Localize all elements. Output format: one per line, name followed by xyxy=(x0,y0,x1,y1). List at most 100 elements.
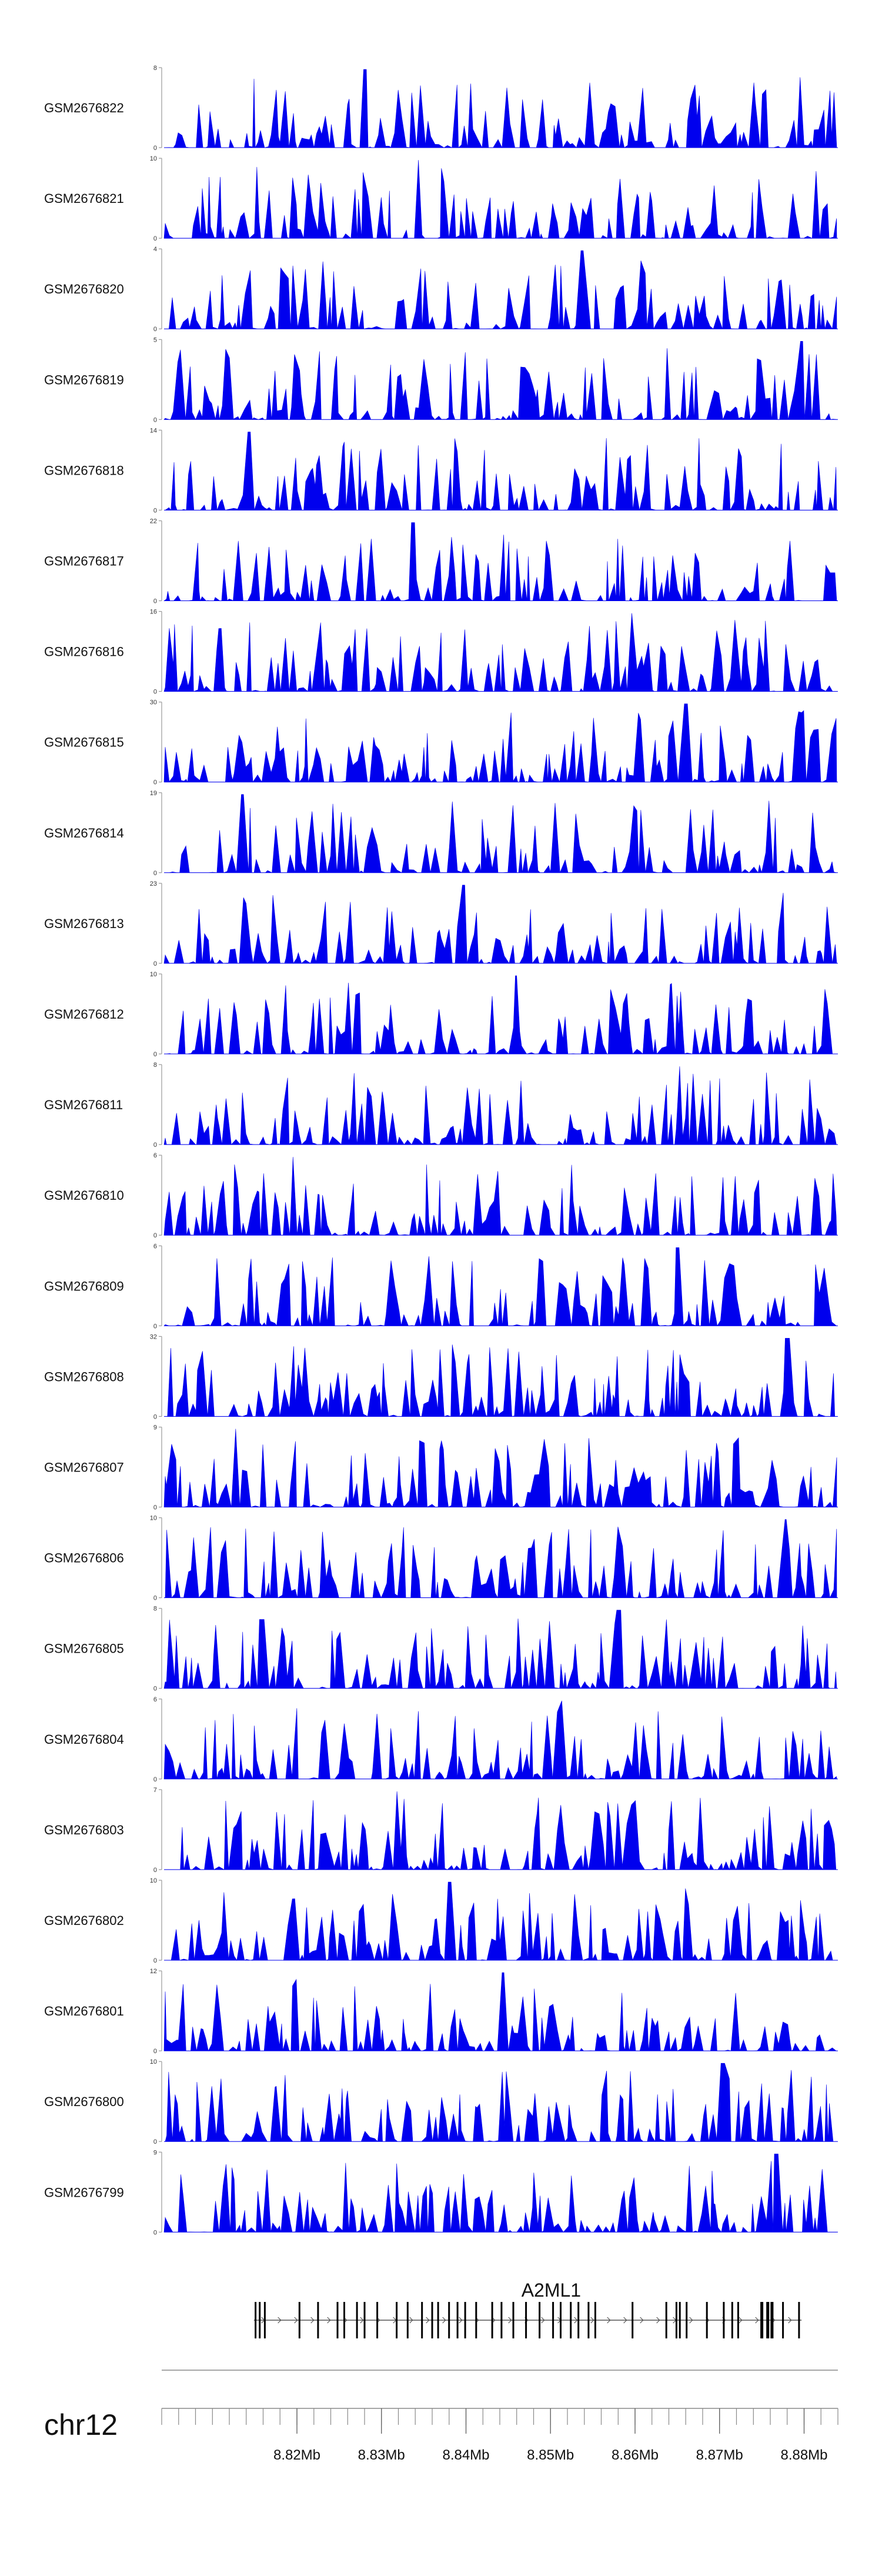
exon xyxy=(500,2302,503,2338)
track-GSM2676806: GSM2676806 10 0 xyxy=(44,1515,838,1602)
strand-arrow xyxy=(459,2317,463,2324)
x-tick-label: 8.87Mb xyxy=(696,2447,743,2463)
track-GSM2676807: GSM2676807 9 0 xyxy=(44,1424,838,1511)
track-label: GSM2676801 xyxy=(44,2004,124,2018)
y-max-label: 4 xyxy=(153,246,157,253)
exon xyxy=(560,2302,562,2338)
y-min-label: 0 xyxy=(153,1504,157,1511)
exon xyxy=(255,2302,257,2338)
track-GSM2676804: GSM2676804 6 0 xyxy=(44,1696,838,1783)
x-tick-label: 8.82Mb xyxy=(273,2447,320,2463)
track-GSM2676820: GSM2676820 4 0 xyxy=(44,246,838,333)
exon xyxy=(731,2302,733,2338)
coverage-area xyxy=(164,1881,837,1961)
track-label: GSM2676807 xyxy=(44,1460,124,1475)
coverage-area xyxy=(163,1429,837,1508)
coverage-area xyxy=(163,1066,837,1145)
chromosome-label: chr12 xyxy=(44,2408,118,2441)
track-GSM2676808: GSM2676808 32 0 xyxy=(44,1333,838,1420)
track-label: GSM2676809 xyxy=(44,1279,124,1293)
y-min-label: 0 xyxy=(153,507,157,514)
y-max-label: 10 xyxy=(150,1515,157,1522)
y-min-label: 0 xyxy=(153,145,157,152)
track-label: GSM2676811 xyxy=(44,1097,123,1112)
y-min-label: 0 xyxy=(153,416,157,423)
track-label: GSM2676802 xyxy=(44,1913,124,1928)
coverage-area xyxy=(163,69,837,149)
coverage-area xyxy=(163,1972,837,2052)
x-tick-label: 8.86Mb xyxy=(612,2447,659,2463)
x-tick-label: 8.83Mb xyxy=(358,2447,405,2463)
coverage-area xyxy=(164,1791,837,1870)
strand-arrow xyxy=(310,2317,315,2324)
x-tick-label: 8.88Mb xyxy=(780,2447,827,2463)
exon xyxy=(760,2302,764,2338)
strand-arrow xyxy=(360,2317,364,2324)
track-label: GSM2676799 xyxy=(44,2185,124,2200)
track-label: GSM2676822 xyxy=(44,101,124,115)
strand-arrow xyxy=(755,2317,759,2324)
y-max-label: 10 xyxy=(150,971,157,978)
y-max-label: 16 xyxy=(150,609,157,616)
y-min-label: 0 xyxy=(153,2229,157,2236)
track-label: GSM2676813 xyxy=(44,916,124,931)
track-GSM2676813: GSM2676813 23 0 xyxy=(44,880,838,967)
exon xyxy=(317,2302,319,2338)
coverage-area xyxy=(164,794,837,873)
strand-arrow xyxy=(327,2317,331,2324)
exon xyxy=(396,2302,398,2338)
exon xyxy=(363,2302,366,2338)
exon xyxy=(456,2302,459,2338)
strand-arrow xyxy=(607,2317,611,2324)
track-label: GSM2676805 xyxy=(44,1641,124,1656)
coverage-area xyxy=(163,160,837,239)
exon xyxy=(766,2302,770,2338)
y-min-label: 0 xyxy=(153,1142,157,1149)
track-label: GSM2676812 xyxy=(44,1007,124,1022)
track-label: GSM2676817 xyxy=(44,554,124,569)
strand-arrow xyxy=(294,2317,298,2324)
track-GSM2676818: GSM2676818 14 0 xyxy=(44,427,838,514)
coverage-area xyxy=(163,2154,837,2233)
track-GSM2676800: GSM2676800 10 0 xyxy=(44,2058,838,2145)
exon xyxy=(448,2302,450,2338)
coverage-area xyxy=(163,703,837,783)
strand-arrow xyxy=(442,2317,446,2324)
strand-arrow xyxy=(788,2317,792,2324)
y-min-label: 0 xyxy=(153,1776,157,1783)
track-label: GSM2676804 xyxy=(44,1732,124,1747)
y-max-label: 8 xyxy=(153,1606,157,1613)
coverage-area xyxy=(164,432,837,511)
exon xyxy=(437,2302,439,2338)
y-min-label: 0 xyxy=(153,1323,157,1330)
track-GSM2676817: GSM2676817 22 0 xyxy=(44,518,838,605)
exon xyxy=(298,2302,300,2338)
track-GSM2676805: GSM2676805 8 0 xyxy=(44,1606,838,1693)
exon xyxy=(737,2302,739,2338)
y-min-label: 0 xyxy=(153,870,157,877)
y-min-label: 0 xyxy=(153,689,157,696)
track-GSM2676802: GSM2676802 10 0 xyxy=(44,1877,838,1964)
exon xyxy=(259,2302,261,2338)
exon xyxy=(491,2302,493,2338)
exon xyxy=(356,2302,358,2338)
track-GSM2676821: GSM2676821 10 0 xyxy=(44,155,838,242)
track-GSM2676801: GSM2676801 12 0 xyxy=(44,1968,838,2055)
exon xyxy=(421,2302,423,2338)
y-min-label: 0 xyxy=(153,1595,157,1602)
coverage-area xyxy=(163,885,837,964)
gene-name-label: A2ML1 xyxy=(522,2280,581,2301)
y-max-label: 6 xyxy=(153,1243,157,1250)
y-max-label: 5 xyxy=(153,336,157,343)
exon xyxy=(665,2302,667,2338)
coverage-area xyxy=(164,975,837,1055)
y-min-label: 0 xyxy=(153,2138,157,2145)
strand-arrow xyxy=(541,2317,545,2324)
exon xyxy=(570,2302,572,2338)
coverage-area xyxy=(163,522,837,602)
exon xyxy=(263,2302,266,2338)
exon xyxy=(723,2302,725,2338)
exon xyxy=(577,2302,580,2338)
coverage-area xyxy=(163,341,837,421)
